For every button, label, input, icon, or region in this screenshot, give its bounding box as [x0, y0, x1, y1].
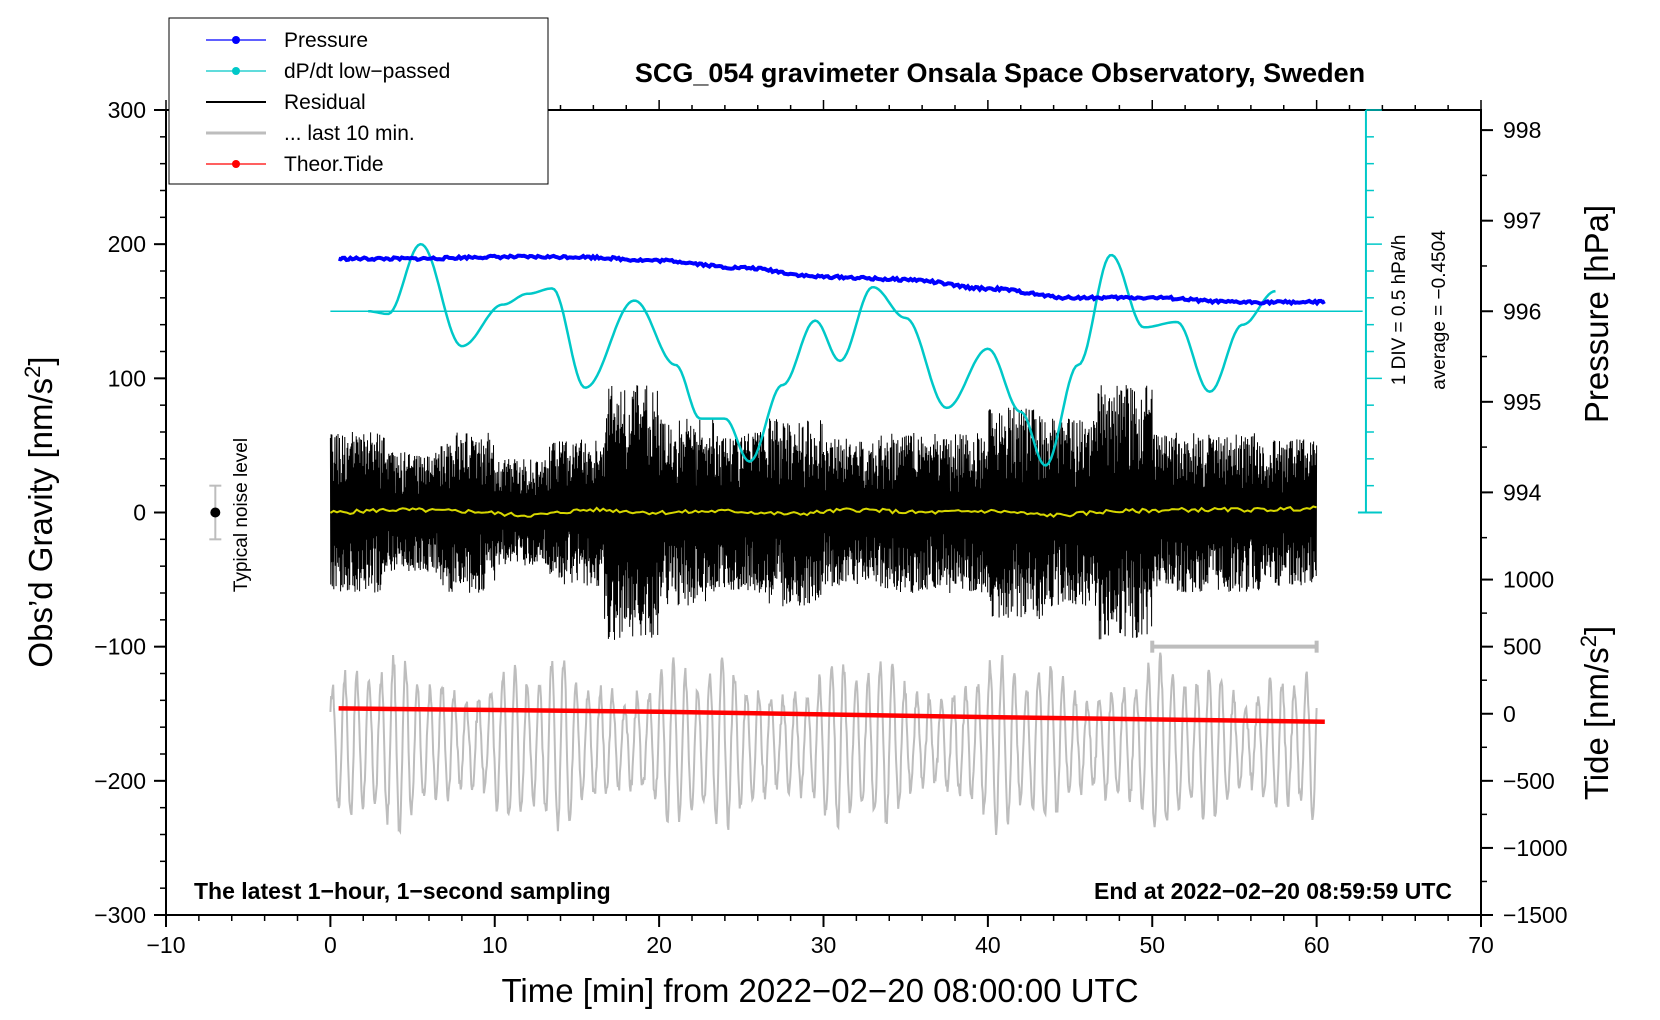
x-tick-label-6: 50 — [1139, 932, 1165, 958]
y-tick-label-2: −100 — [94, 634, 146, 660]
residual-trace-layer — [329, 385, 1318, 640]
last-10-min-trace-layer — [329, 652, 1318, 835]
y-tick-label-3: 0 — [133, 500, 146, 526]
pressure-tick-label-4: 998 — [1503, 117, 1541, 143]
tide-tick-label-3: 0 — [1503, 701, 1516, 727]
chart-title: SCG_054 gravimeter Onsala Space Observat… — [635, 58, 1365, 88]
y-axis-title-left-main: Obs’d Gravity [nm/s — [22, 378, 59, 668]
axes-layer: −10 0 10 20 30 40 50 60 70−300−200−1000100200300… — [94, 97, 1567, 958]
noise-level-dot — [210, 507, 221, 518]
series-layer — [209, 109, 1382, 725]
scale-bar-div-label: 1 DIV = 0.5 hPa/h — [1389, 235, 1410, 386]
legend-label-3: ... last 10 min. — [284, 122, 415, 145]
dpdt-curve — [368, 242, 1276, 467]
noise-level-label: Typical noise level — [231, 438, 252, 592]
legend-label-0: Pressure — [284, 29, 368, 52]
x-tick-label-0: −10 — [146, 932, 185, 958]
x-tick-label-8: 70 — [1468, 932, 1494, 958]
y-tick-label-6: 300 — [108, 97, 146, 123]
x-tick-label-1: 0 — [324, 932, 337, 958]
tide-tick-label-0: −1500 — [1503, 902, 1568, 928]
tide-tick-label-2: −500 — [1503, 768, 1555, 794]
pressure-curve — [338, 253, 1326, 307]
y-axis-title-tide-sup: 2 — [1576, 635, 1601, 647]
scale-bar-average-label: average = −0.4504 — [1429, 230, 1450, 390]
pressure-tick-label-0: 994 — [1503, 479, 1542, 505]
y-tick-label-0: −300 — [94, 902, 146, 928]
legend-marker-4 — [232, 160, 240, 168]
x-tick-label-3: 20 — [646, 932, 672, 958]
legend-marker-0 — [232, 36, 240, 44]
pressure-tick-label-3: 997 — [1503, 208, 1541, 234]
y-axis-title-tide-end: ] — [1578, 626, 1615, 635]
footer-right-annotation: End at 2022−02−20 08:59:59 UTC — [1094, 878, 1452, 904]
x-axis-title: Time [min] from 2022−02−20 08:00:00 UTC — [501, 972, 1138, 1009]
y-axis-title-left-sup: 2 — [20, 366, 45, 378]
x-tick-label-5: 40 — [975, 932, 1001, 958]
y-tick-label-5: 200 — [108, 231, 146, 257]
y-axis-title-left-end: ] — [22, 356, 59, 365]
last-10-min-trace — [329, 652, 1318, 835]
y-tick-label-4: 100 — [108, 365, 146, 391]
tide-tick-label-5: 1000 — [1503, 567, 1554, 593]
y-axis-title-tide: Tide [nm/s2] — [1576, 626, 1615, 800]
legend-label-2: Residual — [284, 91, 366, 114]
x-tick-label-7: 60 — [1304, 932, 1330, 958]
y-axis-title-left: Obs’d Gravity [nm/s2] — [20, 356, 59, 667]
legend-label-4: Theor.Tide — [284, 153, 384, 176]
x-tick-label-2: 10 — [482, 932, 508, 958]
y-tick-label-1: −200 — [94, 768, 146, 794]
pressure-tick-label-2: 996 — [1503, 298, 1541, 324]
legend-label-1: dP/dt low−passed — [284, 60, 450, 83]
legend: Pressure dP/dt low−passed Residual ... last… — [168, 17, 549, 185]
residual-mean-trace — [329, 505, 1317, 519]
footer-left-annotation: The latest 1−hour, 1−second sampling — [194, 878, 611, 904]
tide-tick-label-4: 500 — [1503, 634, 1541, 660]
y-axis-title-pressure: Pressure [hPa] — [1578, 205, 1615, 423]
theoretical-tide-curve — [338, 706, 1325, 725]
y-axis-title-tide-main: Tide [nm/s — [1578, 647, 1615, 800]
legend-marker-1 — [232, 67, 240, 75]
pressure-tick-label-1: 995 — [1503, 389, 1541, 415]
tide-tick-label-1: −1000 — [1503, 835, 1568, 861]
x-tick-label-4: 30 — [811, 932, 837, 958]
